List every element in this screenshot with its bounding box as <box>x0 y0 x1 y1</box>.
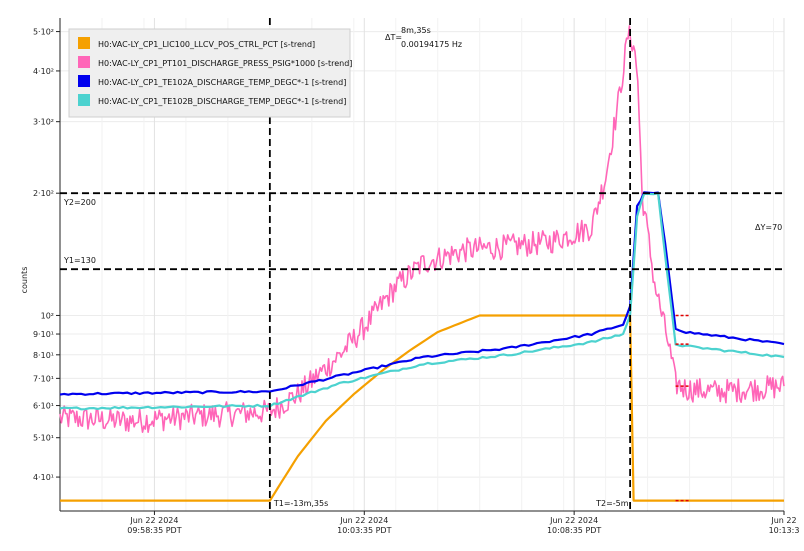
legend-entry-label: H0:VAC-LY_CP1_TE102B_DISCHARGE_TEMP_DEGC… <box>98 97 346 106</box>
y-tick-label: 9·10¹ <box>33 330 54 339</box>
cursor-t1-label: T1=-13m,35s <box>273 499 328 508</box>
delta-t-value: 8m,35s <box>401 26 431 35</box>
delta-t-frequency: 0.00194175 Hz <box>401 40 462 49</box>
y-tick-label: 4·10² <box>33 67 54 76</box>
legend-swatch <box>78 94 90 106</box>
x-tick-time-label: 10:08:35 PDT <box>547 526 601 535</box>
cursor-markers <box>675 314 690 502</box>
series-line <box>59 191 785 396</box>
y-tick-label: 4·10¹ <box>33 473 54 482</box>
grid-lines <box>59 18 785 511</box>
cursor-lines: T1=-13m,35s T2=-5m Y1=130 Y2=200 ΔY=70 ΔT=8m,… <box>60 18 784 511</box>
legend-box <box>68 28 351 118</box>
series-line <box>60 314 784 502</box>
legend-swatch <box>78 56 90 68</box>
y-axis: 4·10¹ 5·10¹ 6·10¹ 7·10¹ 8·10¹ 9·10¹ 10² 2·10² 3·… <box>33 18 61 511</box>
x-tick-time-label: 09:58:35 PDT <box>127 526 181 535</box>
x-tick-date-label: Jun 22 2024 <box>549 516 598 525</box>
legend-swatch <box>78 37 90 49</box>
x-tick-date-label: Jun 22 2024 <box>339 516 388 525</box>
series-line <box>59 25 785 434</box>
y-tick-label: 6·10¹ <box>33 402 54 411</box>
y-tick-label: 3·10² <box>33 118 54 127</box>
y-tick-label: 8·10¹ <box>33 351 54 360</box>
y-tick-label: 7·10¹ <box>33 374 54 383</box>
x-tick-time-label: 10:03:35 PDT <box>337 526 391 535</box>
y-tick-label: 2·10² <box>33 189 54 198</box>
cursor-y1-label: Y1=130 <box>63 256 96 265</box>
y-axis-label: counts <box>20 267 29 294</box>
legend: H0:VAC-LY_CP1_LIC100_LLCV_POS_CTRL_PCT [… <box>68 28 352 118</box>
cursor-y2-label: Y2=200 <box>63 198 96 207</box>
x-tick-date-label: Jun 22 <box>770 516 796 525</box>
series-line <box>59 192 785 411</box>
x-tick-time-label: 10:13:3 <box>769 526 800 535</box>
legend-entry-label: H0:VAC-LY_CP1_TE102A_DISCHARGE_TEMP_DEGC… <box>98 78 346 87</box>
delta-y-label: ΔY=70 <box>755 223 782 232</box>
legend-entry-label: H0:VAC-LY_CP1_PT101_DISCHARGE_PRESS_PSIG… <box>98 59 352 68</box>
legend-entry-label: H0:VAC-LY_CP1_LIC100_LLCV_POS_CTRL_PCT [… <box>98 40 315 49</box>
legend-swatch <box>78 75 90 87</box>
y-tick-label: 10² <box>41 311 54 320</box>
delta-t-prefix: ΔT= <box>385 33 402 42</box>
x-tick-date-label: Jun 22 2024 <box>129 516 178 525</box>
plot-series <box>59 25 785 502</box>
y-tick-label: 5·10¹ <box>33 434 54 443</box>
y-tick-label: 5·10² <box>33 28 54 37</box>
cursor-t2-label: T2=-5m <box>595 499 629 508</box>
